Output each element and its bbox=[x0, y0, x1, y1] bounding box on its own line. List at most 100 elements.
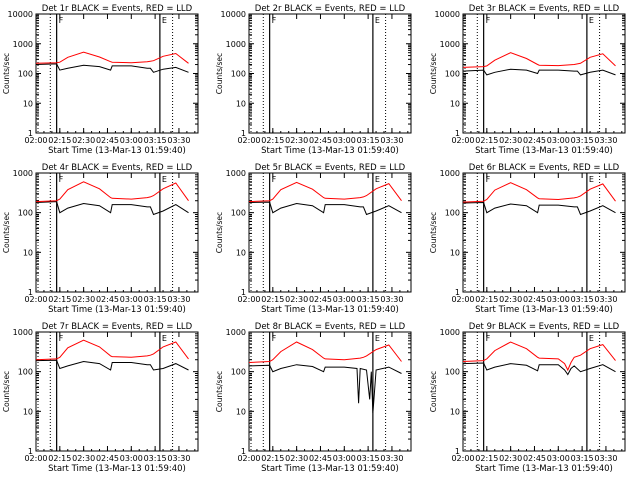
x-tick-label: 02:45 bbox=[523, 454, 546, 463]
x-tick-label: 02:15 bbox=[475, 454, 498, 463]
plot-frame bbox=[35, 331, 199, 452]
events-series-line bbox=[462, 68, 616, 76]
x-tick-label: 02:15 bbox=[475, 295, 498, 304]
x-tick-label: 03:00 bbox=[547, 295, 570, 304]
panel-title: Det 3r BLACK = Events, RED = LLD bbox=[469, 4, 620, 14]
x-axis-label: Start Time (13-Mar-13 01:59:40) bbox=[475, 305, 613, 315]
y-axis-label: Counts/sec bbox=[429, 371, 438, 412]
y-axis-label: Counts/sec bbox=[215, 371, 224, 412]
x-tick-label: 03:00 bbox=[547, 454, 570, 463]
lld-series-line bbox=[35, 181, 189, 203]
attenuator-label: F bbox=[486, 16, 491, 25]
x-tick-label: 02:45 bbox=[309, 295, 332, 304]
x-tick-label: 02:00 bbox=[451, 136, 474, 145]
x-tick-label: 02:45 bbox=[309, 136, 332, 145]
panel-title: Det 7r BLACK = Events, RED = LLD bbox=[42, 322, 193, 332]
y-tick-label: 1000 bbox=[440, 328, 460, 337]
y-tick-label: 10 bbox=[23, 407, 33, 416]
x-tick-label: 02:30 bbox=[285, 454, 308, 463]
y-tick-label: 100 bbox=[231, 70, 246, 79]
y-axis-label: Counts/sec bbox=[429, 212, 438, 253]
y-axis-label: Counts/sec bbox=[429, 53, 438, 94]
x-tick-label: 02:45 bbox=[309, 454, 332, 463]
y-axis-label: Counts/sec bbox=[2, 212, 11, 253]
y-tick-label: 1 bbox=[455, 129, 460, 138]
attenuator-label: F bbox=[272, 334, 277, 343]
y-tick-label: 10 bbox=[236, 248, 246, 257]
y-tick-label: 1 bbox=[241, 447, 246, 456]
y-tick-label: 1000 bbox=[226, 169, 246, 178]
x-tick-label: 02:15 bbox=[261, 454, 284, 463]
x-axis-label: Start Time (13-Mar-13 01:59:40) bbox=[261, 464, 399, 474]
panel-title: Det 5r BLACK = Events, RED = LLD bbox=[255, 163, 406, 173]
attenuator-label: E bbox=[589, 16, 594, 25]
panel-title: Det 8r BLACK = Events, RED = LLD bbox=[255, 322, 406, 332]
y-tick-label: 100 bbox=[445, 368, 460, 377]
y-tick-label: 1 bbox=[28, 288, 33, 297]
x-tick-label: 02:30 bbox=[72, 454, 95, 463]
x-tick-label: 02:30 bbox=[285, 295, 308, 304]
y-tick-label: 1 bbox=[455, 447, 460, 456]
lld-series-line bbox=[35, 339, 189, 361]
x-tick-label: 02:15 bbox=[48, 295, 71, 304]
x-tick-label: 02:30 bbox=[285, 136, 308, 145]
x-axis-label: Start Time (13-Mar-13 01:59:40) bbox=[261, 305, 399, 315]
events-series-line bbox=[248, 364, 402, 414]
panel-title: Det 4r BLACK = Events, RED = LLD bbox=[42, 163, 193, 173]
plot-frame bbox=[248, 13, 412, 134]
x-tick-label: 02:00 bbox=[237, 454, 260, 463]
y-axis-label: Counts/sec bbox=[2, 53, 11, 94]
attenuator-label: F bbox=[272, 175, 277, 184]
x-tick-label: 02:45 bbox=[96, 295, 119, 304]
y-tick-label: 10000 bbox=[435, 10, 460, 19]
x-tick-label: 03:15 bbox=[357, 295, 380, 304]
x-tick-label: 02:45 bbox=[523, 295, 546, 304]
lld-series-line bbox=[462, 341, 616, 372]
plot-frame bbox=[35, 172, 199, 293]
x-tick-label: 03:15 bbox=[357, 454, 380, 463]
events-series-line bbox=[35, 63, 189, 73]
attenuator-label: E bbox=[589, 175, 594, 184]
x-axis-label: Start Time (13-Mar-13 01:59:40) bbox=[475, 464, 613, 474]
x-tick-label: 02:00 bbox=[237, 295, 260, 304]
y-axis-label: Counts/sec bbox=[215, 53, 224, 94]
x-tick-label: 02:45 bbox=[523, 136, 546, 145]
x-tick-label: 03:30 bbox=[594, 454, 617, 463]
y-tick-label: 1000 bbox=[440, 169, 460, 178]
plot-frame bbox=[462, 331, 626, 452]
plot-frame bbox=[462, 13, 626, 134]
y-tick-label: 10 bbox=[236, 99, 246, 108]
lld-series-line bbox=[35, 51, 189, 64]
y-tick-label: 10 bbox=[23, 248, 33, 257]
y-tick-label: 1 bbox=[455, 288, 460, 297]
y-tick-label: 100 bbox=[231, 209, 246, 218]
y-tick-label: 10000 bbox=[8, 10, 33, 19]
y-tick-label: 1000 bbox=[226, 328, 246, 337]
x-tick-label: 02:30 bbox=[499, 454, 522, 463]
attenuator-label: E bbox=[375, 175, 380, 184]
y-tick-label: 1 bbox=[241, 288, 246, 297]
detector-panel-7: Det 7r BLACK = Events, RED = LLD 1 10 100 10… bbox=[2, 322, 199, 474]
attenuator-label: E bbox=[162, 16, 167, 25]
attenuator-label: E bbox=[375, 334, 380, 343]
attenuator-label: E bbox=[162, 334, 167, 343]
y-tick-label: 10 bbox=[450, 99, 460, 108]
x-axis-label: Start Time (13-Mar-13 01:59:40) bbox=[48, 146, 186, 156]
detector-panel-9: Det 9r BLACK = Events, RED = LLD 1 10 100 10… bbox=[429, 322, 626, 474]
x-axis-label: Start Time (13-Mar-13 01:59:40) bbox=[48, 464, 186, 474]
x-tick-label: 02:15 bbox=[261, 295, 284, 304]
attenuator-label: F bbox=[486, 175, 491, 184]
y-axis-label: Counts/sec bbox=[2, 371, 11, 412]
x-tick-label: 02:45 bbox=[96, 136, 119, 145]
x-tick-label: 02:00 bbox=[237, 136, 260, 145]
x-tick-label: 03:30 bbox=[594, 136, 617, 145]
x-tick-label: 02:15 bbox=[48, 136, 71, 145]
lld-series-line bbox=[462, 52, 616, 68]
x-axis-label: Start Time (13-Mar-13 01:59:40) bbox=[261, 146, 399, 156]
x-tick-label: 03:00 bbox=[333, 454, 356, 463]
y-tick-label: 100 bbox=[445, 70, 460, 79]
x-tick-label: 02:30 bbox=[72, 136, 95, 145]
detector-panel-3: Det 3r BLACK = Events, RED = LLD 1 10 100 10… bbox=[429, 4, 626, 156]
attenuator-label: F bbox=[59, 334, 64, 343]
x-tick-label: 03:30 bbox=[380, 295, 403, 304]
